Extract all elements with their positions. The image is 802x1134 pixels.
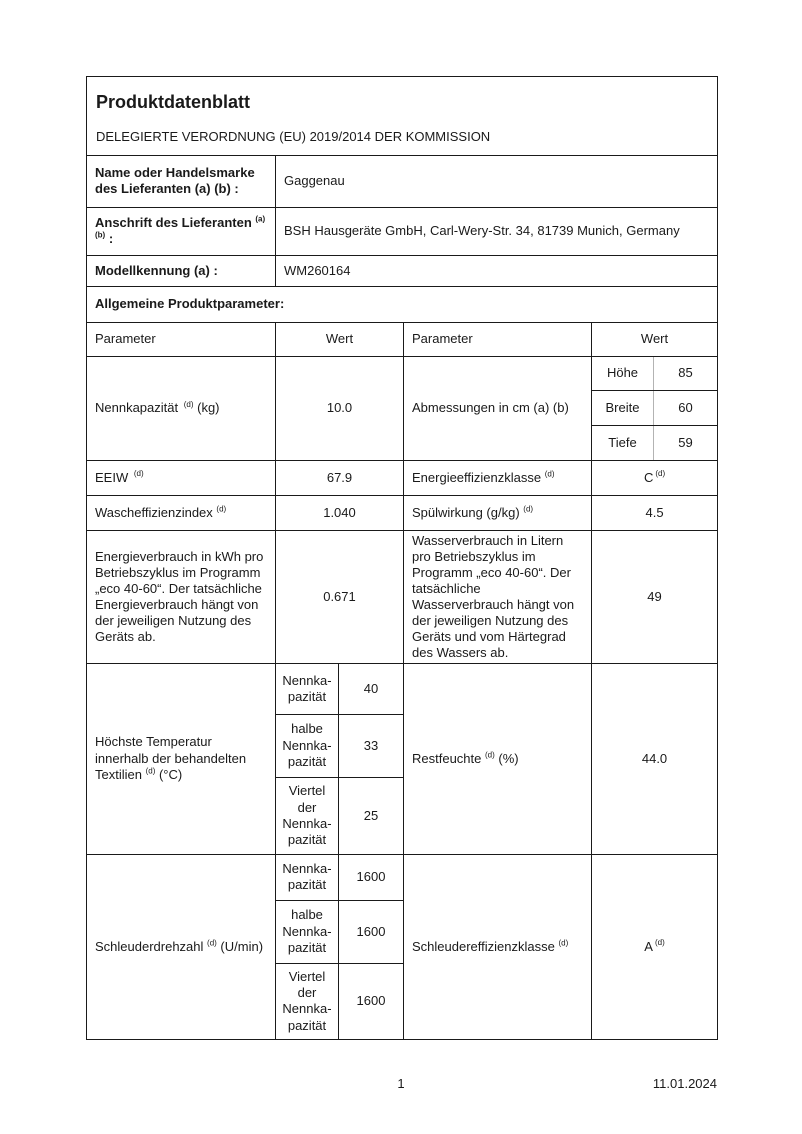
title-row: Produktdatenblatt DELEGIERTE VERORDNUNG … bbox=[85, 76, 719, 156]
dimension-value: 60 bbox=[652, 389, 719, 426]
model-row: Modellkennung (a) : WM260164 bbox=[86, 254, 719, 287]
capacity-value: 25 bbox=[338, 776, 404, 855]
nennkapazitaet-value: 10.0 bbox=[275, 355, 404, 461]
model-value: WM260164 bbox=[274, 254, 719, 287]
section-title-row: Allgemeine Produktparameter: bbox=[85, 285, 719, 323]
page-number: 1 bbox=[397, 1076, 405, 1091]
energieverbrauch-label: Energieverbrauch in kWh pro Betriebszykl… bbox=[86, 529, 276, 664]
footnote-d-sup: (d) bbox=[183, 399, 194, 409]
abmessungen-label: Abmessungen in cm (a) (b) bbox=[403, 355, 592, 461]
supplier-name-row: Name oder Handelsmarke des Lieferanten (… bbox=[86, 154, 719, 208]
eeiw-value: 67.9 bbox=[275, 459, 404, 496]
regulation-subtitle: DELEGIERTE VERORDNUNG (EU) 2019/2014 DER… bbox=[96, 128, 491, 144]
temperatur-subrow: Viertel der Nennka-pazität 25 bbox=[87, 776, 718, 855]
restfeuchte-value: 44.0 bbox=[590, 662, 719, 855]
footnote-a-sup: (a) bbox=[255, 214, 266, 224]
spuelwirkung-value: 4.5 bbox=[590, 494, 719, 531]
supplier-name-value: Gaggenau bbox=[274, 154, 719, 208]
supplier-address-label: Anschrift des Lieferanten (a) (b) : bbox=[86, 206, 276, 256]
header-wert-right: Wert bbox=[590, 321, 719, 357]
capacity-value: 1600 bbox=[338, 962, 404, 1040]
capacity-name: halbe Nennka-pazität bbox=[275, 899, 339, 964]
footer-date: 11.01.2024 bbox=[652, 1076, 717, 1091]
capacity-value: 33 bbox=[338, 713, 404, 778]
header-wert-left: Wert bbox=[275, 321, 404, 357]
capacity-dimensions-row: Nennkapazität (d) (kg) 10.0 Abmessungen … bbox=[86, 355, 719, 461]
eeiw-row: EEIW (d) 67.9 Energieeffizienzklasse (d)… bbox=[86, 459, 719, 496]
dimension-name: Breite bbox=[591, 389, 654, 426]
supplier-address-colon: : bbox=[108, 231, 114, 247]
footnote-b-sup: (b) bbox=[95, 230, 106, 240]
wascheffizienzindex-value: 1.040 bbox=[275, 494, 404, 531]
footnote-d-sup: (d) bbox=[133, 469, 144, 479]
schleudereffizienzklasse-value: A (d) bbox=[590, 853, 719, 1040]
wasserverbrauch-value: 49 bbox=[590, 529, 719, 664]
supplier-name-label: Name oder Handelsmarke des Lieferanten (… bbox=[86, 154, 276, 208]
capacity-value: 1600 bbox=[338, 853, 404, 901]
wasserverbrauch-label: Wasserverbrauch in Litern pro Betriebszy… bbox=[403, 529, 592, 664]
wascheffizienzindex-label: Wascheffizienzindex (d) bbox=[86, 494, 276, 531]
page-title: Produktdatenblatt bbox=[96, 92, 251, 112]
temperatur-subrow: halbe Nennka-pazität 33 bbox=[87, 713, 718, 778]
footnote-d-sup: (d) bbox=[216, 504, 227, 514]
eeiw-label: EEIW (d) bbox=[86, 459, 276, 496]
energieeffizienzklasse-value: C (d) bbox=[590, 459, 719, 496]
footnote-d-sup: (d) bbox=[207, 938, 217, 948]
energieeffizienzklasse-label: Energieeffizienzklasse (d) bbox=[403, 459, 592, 496]
header-parameter-left: Parameter bbox=[86, 321, 276, 357]
schleudereffizienzklasse-label: Schleudereffizienzklasse (d) bbox=[403, 853, 592, 1040]
footnote-d-sup: (d) bbox=[145, 766, 156, 776]
capacity-name: halbe Nennka-pazität bbox=[275, 713, 339, 778]
footnote-d-sup: (d) bbox=[558, 938, 569, 948]
dimension-row: Breite 60 bbox=[87, 389, 719, 426]
wascheffizienz-row: Wascheffizienzindex (d) 1.040 Spülwirkun… bbox=[86, 494, 719, 531]
supplier-address-label-text: Anschrift des Lieferanten bbox=[95, 215, 252, 230]
footnote-d-sup: (d) bbox=[655, 469, 666, 479]
supplier-address-value: BSH Hausgeräte GmbH, Carl-Wery-Str. 34, … bbox=[274, 206, 719, 256]
dimension-value: 85 bbox=[652, 355, 719, 391]
column-header-row: Parameter Wert Parameter Wert bbox=[86, 321, 719, 357]
footnote-d-sup: (d) bbox=[654, 938, 665, 948]
capacity-name: Nennka-pazität bbox=[275, 853, 339, 901]
dimension-name: Höhe bbox=[591, 355, 654, 391]
dimension-name: Tiefe bbox=[591, 424, 654, 461]
schleuderdrehzahl-label: Schleuderdrehzahl (d) (U/min) bbox=[86, 853, 276, 1040]
restfeuchte-label: Restfeuchte (d) (%) bbox=[403, 662, 592, 855]
capacity-value: 40 bbox=[338, 662, 404, 715]
supplier-name-label-line2: des Lieferanten (a) (b) : bbox=[95, 181, 239, 197]
temperatur-row: Höchste Temperatur innerhalb der behande… bbox=[86, 662, 719, 855]
spuelwirkung-label: Spülwirkung (g/kg) (d) bbox=[403, 494, 592, 531]
dimension-value: 59 bbox=[652, 424, 719, 461]
product-datasheet-table: Produktdatenblatt DELEGIERTE VERORDNUNG … bbox=[85, 76, 719, 1040]
supplier-address-row: Anschrift des Lieferanten (a) (b) : BSH … bbox=[86, 206, 719, 256]
header-parameter-right: Parameter bbox=[403, 321, 592, 357]
capacity-name: Viertel der Nennka-pazität bbox=[275, 776, 339, 855]
capacity-value: 1600 bbox=[338, 899, 404, 964]
hoechste-temperatur-label: Höchste Temperatur innerhalb der behande… bbox=[86, 662, 276, 855]
capacity-name: Viertel der Nennka-pazität bbox=[275, 962, 339, 1040]
footnote-d-sup: (d) bbox=[544, 469, 555, 479]
nennkapazitaet-label: Nennkapazität (d) (kg) bbox=[86, 355, 276, 461]
model-label: Modellkennung (a) : bbox=[86, 254, 276, 287]
schleuder-subrow: Viertel der Nennka-pazität 1600 bbox=[87, 962, 718, 1040]
footnote-d-sup: (d) bbox=[485, 750, 495, 760]
schleuder-row: Schleuderdrehzahl (d) (U/min) Nennka-paz… bbox=[86, 853, 719, 1040]
verbrauch-row: Energieverbrauch in kWh pro Betriebszykl… bbox=[86, 529, 719, 664]
footnote-d-sup: (d) bbox=[523, 504, 534, 514]
schleuder-subrow: halbe Nennka-pazität 1600 bbox=[87, 899, 718, 964]
title-cell: Produktdatenblatt DELEGIERTE VERORDNUNG … bbox=[85, 76, 719, 156]
section-title: Allgemeine Produktparameter: bbox=[85, 285, 719, 323]
capacity-name: Nennka-pazität bbox=[275, 662, 339, 715]
energieverbrauch-value: 0.671 bbox=[275, 529, 404, 664]
dimension-row: Tiefe 59 bbox=[87, 424, 719, 461]
supplier-name-label-line1: Name oder Handelsmarke bbox=[95, 165, 255, 180]
